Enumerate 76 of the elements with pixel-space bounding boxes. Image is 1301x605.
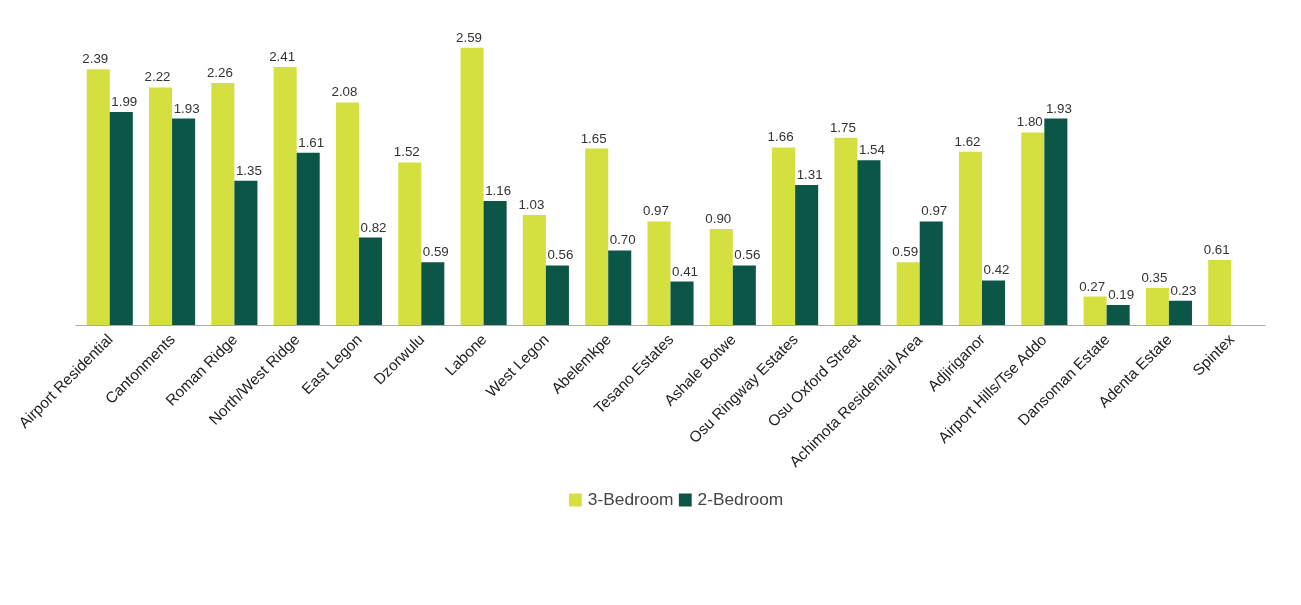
- bar: [398, 162, 422, 326]
- data-label: 0.41: [672, 263, 699, 279]
- bar: [1044, 118, 1068, 326]
- data-label: 1.80: [1016, 114, 1043, 130]
- data-label: 0.82: [360, 219, 387, 235]
- bar: [896, 262, 920, 326]
- bar: [273, 67, 297, 326]
- data-label: 2.39: [82, 51, 109, 67]
- bar: [86, 69, 110, 326]
- bar: [919, 221, 943, 326]
- bar: [857, 160, 881, 326]
- data-label: 0.59: [892, 244, 919, 260]
- bar: [234, 180, 258, 326]
- data-label: 1.31: [796, 167, 823, 182]
- bar: [172, 118, 196, 326]
- bar: [358, 237, 383, 326]
- data-label: 0.56: [547, 247, 574, 263]
- data-label: 1.62: [954, 133, 981, 149]
- data-label: 2.22: [144, 69, 171, 85]
- bar: [709, 228, 733, 326]
- data-label: 0.97: [921, 203, 948, 219]
- data-label: 1.75: [829, 119, 856, 135]
- bar: [483, 201, 507, 326]
- data-label: 0.23: [1170, 282, 1197, 298]
- data-label: 1.93: [173, 100, 200, 116]
- bar: [732, 265, 756, 326]
- data-label: 0.27: [1079, 278, 1106, 294]
- bar: [772, 147, 796, 326]
- bar: [109, 112, 133, 326]
- bar: [1145, 287, 1169, 326]
- data-label: 0.56: [734, 247, 761, 263]
- bar: [522, 215, 546, 326]
- bar: [1021, 132, 1045, 326]
- legend-label: 2-Bedroom: [697, 488, 784, 510]
- data-label: 0.35: [1141, 269, 1168, 285]
- data-label: 1.54: [858, 142, 886, 158]
- data-label: 2.41: [269, 49, 296, 65]
- data-label: 0.42: [983, 262, 1010, 278]
- bar: [982, 280, 1006, 326]
- data-label: 0.61: [1203, 242, 1230, 258]
- data-label: 1.65: [580, 130, 607, 146]
- bar: [335, 102, 359, 326]
- bar: [958, 151, 983, 326]
- data-label: 0.97: [643, 203, 669, 219]
- data-label: 2.59: [456, 29, 483, 45]
- bar: [421, 262, 445, 326]
- bar: [545, 265, 569, 326]
- legend-label: 3-Bedroom: [587, 488, 674, 510]
- data-label: 0.70: [609, 232, 636, 248]
- bar: [608, 250, 632, 326]
- data-label: 2.08: [331, 84, 358, 100]
- bar: [296, 152, 320, 326]
- data-label: 1.16: [485, 183, 512, 199]
- bar: [1168, 300, 1192, 326]
- bar: [1083, 296, 1107, 326]
- bar: [670, 281, 694, 326]
- bar: [460, 47, 484, 326]
- data-label: 1.61: [298, 134, 325, 150]
- data-label: 1.66: [767, 129, 794, 145]
- bar: [149, 87, 173, 326]
- data-label: 1.52: [393, 144, 420, 160]
- data-label: 0.19: [1108, 287, 1135, 303]
- bar: [1106, 305, 1130, 326]
- bar: [211, 83, 235, 326]
- data-label: 1.35: [235, 162, 262, 178]
- bar: [795, 185, 819, 326]
- bar: [834, 137, 858, 326]
- data-label: 2.26: [206, 65, 233, 81]
- data-label: 0.59: [422, 244, 449, 260]
- bar: [647, 221, 671, 326]
- bar: [1208, 260, 1232, 326]
- data-label: 0.90: [705, 210, 732, 226]
- bar: [585, 148, 609, 326]
- data-label: 1.03: [518, 197, 545, 213]
- data-label: 1.93: [1045, 100, 1072, 116]
- data-label: 1.99: [111, 94, 138, 110]
